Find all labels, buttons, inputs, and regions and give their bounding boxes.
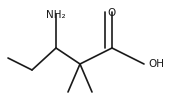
- Text: O: O: [108, 8, 116, 18]
- Text: OH: OH: [148, 59, 164, 69]
- Text: NH₂: NH₂: [46, 10, 66, 20]
